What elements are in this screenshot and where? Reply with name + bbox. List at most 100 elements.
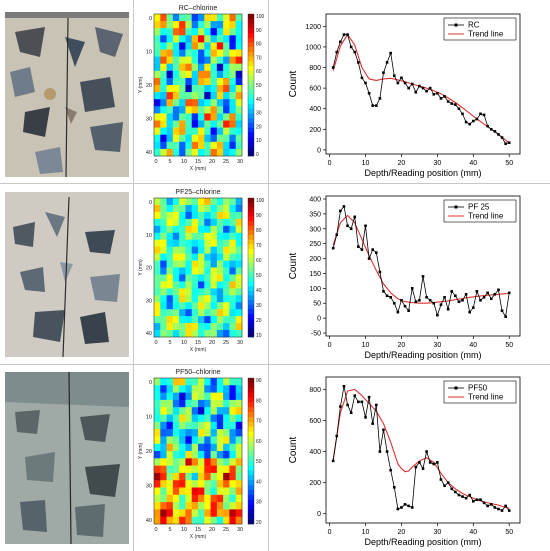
- heatmap-cell: [166, 70, 174, 79]
- heatmap-cell: [204, 225, 211, 234]
- heatmap-cell: [198, 63, 205, 72]
- heatmap-cell: [216, 502, 224, 510]
- heatmap-cell: [223, 399, 230, 408]
- heatmap-cell: [229, 295, 237, 303]
- heatmap-cell: [172, 225, 180, 234]
- heatmap-cell: [204, 502, 211, 510]
- heatmap-cell: [172, 399, 180, 408]
- x-tick-label: 25: [223, 340, 229, 346]
- heatmap-cell: [235, 148, 243, 157]
- data-point: [428, 86, 432, 90]
- heatmap-cell: [210, 218, 218, 227]
- heatmap-cell: [179, 198, 186, 206]
- heatmap-cell: [191, 480, 199, 488]
- heatmap-cell: [223, 451, 230, 459]
- heatmap-cell: [191, 509, 199, 517]
- colorbar-segment: [248, 407, 254, 413]
- y-tick-label: 40: [146, 518, 152, 524]
- x-tick-label: 50: [505, 529, 513, 536]
- heatmap-cell: [185, 465, 193, 474]
- heatmap-cell: [154, 429, 161, 437]
- colorbar-segment: [248, 286, 254, 291]
- y-tick-label: 350: [309, 211, 321, 218]
- legend-trend-label: Trend line: [468, 393, 504, 402]
- heatmap-cell: [154, 253, 161, 261]
- heatmap-cell: [235, 451, 243, 459]
- heatmap-cell: [185, 239, 193, 247]
- data-point: [335, 233, 339, 237]
- heatmap-cell: [160, 316, 167, 324]
- heatmap-cell: [204, 302, 211, 310]
- heatmap-cell: [210, 472, 218, 481]
- y-tick-label: 800: [309, 387, 321, 394]
- x-tick-label: 10: [362, 529, 370, 536]
- heatmap-cell: [229, 92, 237, 100]
- heatmap-cell: [210, 28, 218, 36]
- heatmap-cell: [216, 49, 224, 57]
- data-point: [418, 298, 421, 302]
- y-tick-label: 0: [149, 16, 152, 22]
- heatmap-cell: [204, 246, 211, 254]
- heatmap-cell: [210, 127, 218, 135]
- heatmap-cell: [223, 392, 230, 401]
- heatmap-cell: [229, 407, 237, 415]
- heatmap-cell: [160, 106, 167, 114]
- heatmap-cell: [204, 141, 211, 150]
- heatmap-cell: [172, 443, 180, 452]
- heatmap-cell: [154, 288, 161, 296]
- heatmap-cell: [235, 458, 243, 466]
- heatmap-cell: [185, 480, 193, 488]
- heatmap-cell: [185, 127, 193, 135]
- colorbar-tick-label: 90: [256, 378, 262, 384]
- heatmap-cell: [216, 267, 224, 275]
- heatmap-cell: [166, 92, 174, 100]
- x-tick-label: 20: [398, 342, 406, 349]
- heatmap-cell: [235, 323, 243, 331]
- heatmap-cell: [229, 414, 237, 423]
- heatmap-cell: [235, 330, 243, 338]
- data-point: [378, 450, 382, 453]
- data-point: [357, 400, 360, 404]
- heatmap-cell: [216, 35, 224, 43]
- data-point: [489, 297, 493, 301]
- y-axis-label: Y (mm): [138, 443, 144, 460]
- x-tick-label: 30: [237, 340, 243, 346]
- heatmap-cell: [172, 260, 180, 268]
- heatmap-cell: [185, 232, 193, 240]
- x-tick-label: 0: [154, 340, 157, 346]
- heatmap-cell: [172, 472, 180, 481]
- data-point: [479, 298, 482, 302]
- heatmap-cell: [198, 56, 205, 64]
- heatmap-cell: [198, 494, 205, 503]
- heatmap-cell: [235, 414, 243, 423]
- heatmap-cell: [235, 267, 243, 275]
- heatmap-cell: [210, 378, 218, 386]
- heatmap-cell: [166, 421, 174, 430]
- heatmap-cell: [191, 148, 199, 157]
- heatmap-cell: [198, 274, 205, 282]
- data-point: [418, 84, 421, 88]
- data-point: [507, 291, 511, 295]
- heatmap-cell: [166, 85, 174, 93]
- y-axis-label: Y (mm): [138, 77, 144, 94]
- colorbar-segment: [248, 146, 254, 152]
- data-point: [464, 292, 468, 296]
- data-point: [471, 306, 475, 310]
- heatmap-cell: [235, 225, 243, 234]
- heatmap-cell: [198, 330, 205, 338]
- data-point: [471, 499, 475, 503]
- data-point: [454, 294, 457, 298]
- heatmap-cell: [172, 309, 180, 317]
- heatmap-cell: [154, 232, 161, 240]
- heatmap-cell: [235, 113, 243, 121]
- heatmap-cell: [235, 385, 243, 393]
- data-point: [371, 248, 375, 251]
- colorbar: [248, 198, 254, 338]
- heatmap-cell: [210, 134, 218, 143]
- heatmap-cell: [154, 77, 161, 86]
- heatmap-cell: [198, 232, 205, 240]
- data-point: [331, 246, 335, 250]
- heatmap-cell: [210, 14, 218, 22]
- heatmap-cell: [198, 443, 205, 452]
- colorbar-segment: [248, 431, 254, 437]
